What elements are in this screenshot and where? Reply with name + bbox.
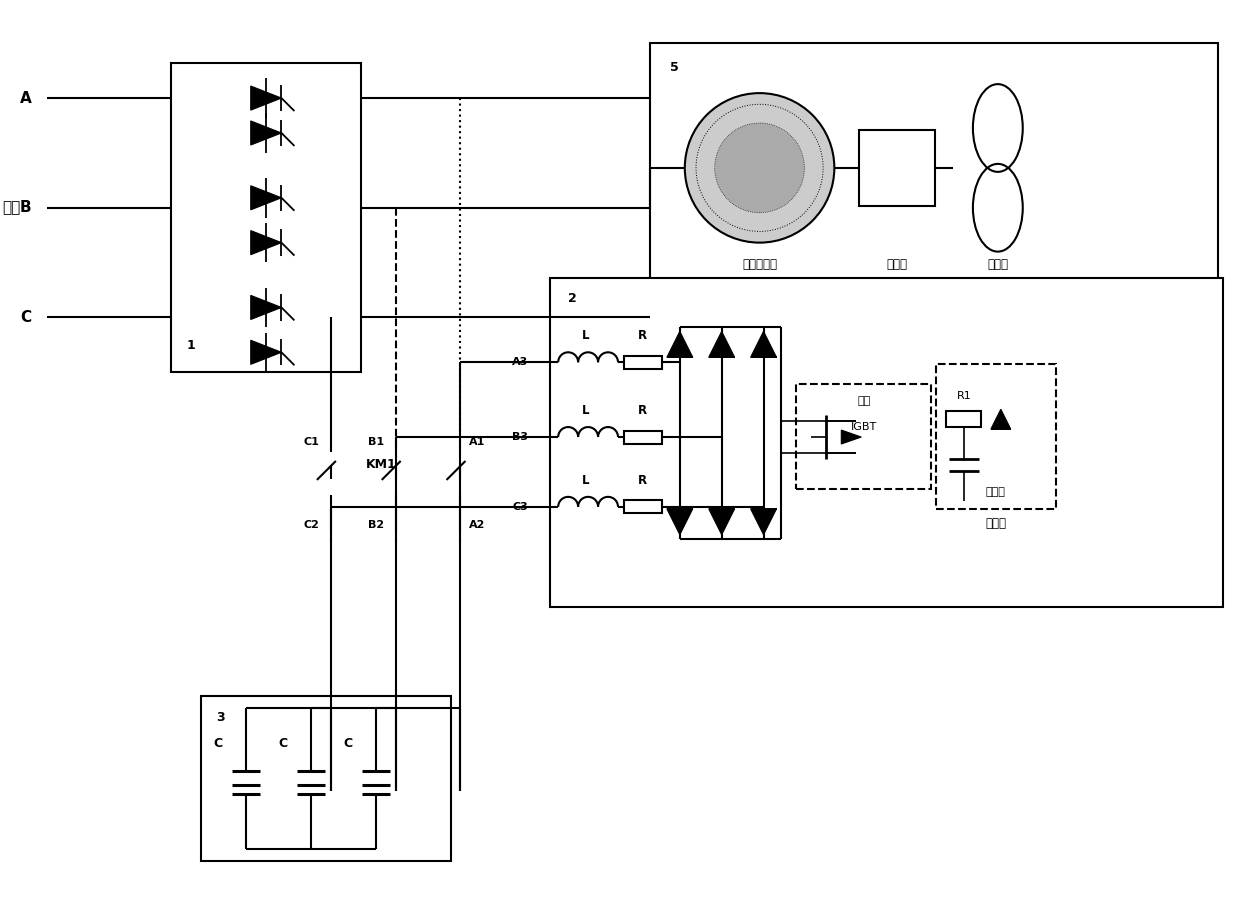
Text: KM1: KM1 [366,458,397,472]
Text: 1: 1 [186,339,195,353]
Text: L: L [583,404,590,417]
Text: A3: A3 [512,357,528,367]
Polygon shape [709,509,734,535]
Polygon shape [991,409,1011,429]
Polygon shape [750,509,776,535]
Text: R: R [639,474,647,487]
Bar [201,696,450,861]
Text: C3: C3 [512,501,528,512]
Text: 电网: 电网 [2,200,20,215]
Polygon shape [750,331,776,357]
Bar [624,356,662,369]
Polygon shape [841,430,862,444]
Bar [624,501,662,513]
Text: A: A [20,91,31,106]
Bar [624,431,662,443]
Polygon shape [250,231,281,255]
Text: 风轮机: 风轮机 [987,257,1008,271]
Text: L: L [583,329,590,343]
Text: C: C [279,737,288,750]
Text: A1: A1 [469,437,485,447]
Text: R1: R1 [956,391,971,401]
Text: B2: B2 [367,519,383,530]
Polygon shape [709,331,734,357]
Polygon shape [250,295,281,319]
Text: 变速箱: 变速箱 [887,257,908,271]
Bar [936,364,1055,509]
Text: 5: 5 [670,61,678,74]
Text: B: B [20,200,31,215]
Polygon shape [250,186,281,210]
Text: 放电: 放电 [857,396,870,406]
Text: C2: C2 [303,519,319,530]
Text: 3: 3 [216,711,224,724]
Text: C1: C1 [303,437,319,447]
Circle shape [714,123,805,213]
Text: R: R [639,404,647,417]
Polygon shape [667,331,693,357]
Bar [171,63,361,372]
Bar [859,130,935,205]
Text: 缓冲吸: 缓冲吸 [986,487,1006,497]
Text: C: C [20,309,31,325]
Text: B1: B1 [367,437,383,447]
Text: B3: B3 [512,432,528,442]
Polygon shape [667,509,693,535]
Text: 感应发电机: 感应发电机 [742,257,777,271]
Text: C: C [213,737,223,750]
Circle shape [684,93,835,243]
Text: L: L [583,474,590,487]
Polygon shape [250,121,281,145]
Polygon shape [250,340,281,364]
Bar [946,411,981,427]
Text: 收电路: 收电路 [986,517,1007,530]
Text: A2: A2 [469,519,485,530]
Polygon shape [250,86,281,110]
Text: R: R [639,329,647,343]
Text: 2: 2 [568,292,577,306]
Bar [796,384,931,489]
Bar [551,277,1223,606]
Text: IGBT: IGBT [851,422,877,432]
Bar [650,43,1218,292]
Text: C: C [343,737,352,750]
